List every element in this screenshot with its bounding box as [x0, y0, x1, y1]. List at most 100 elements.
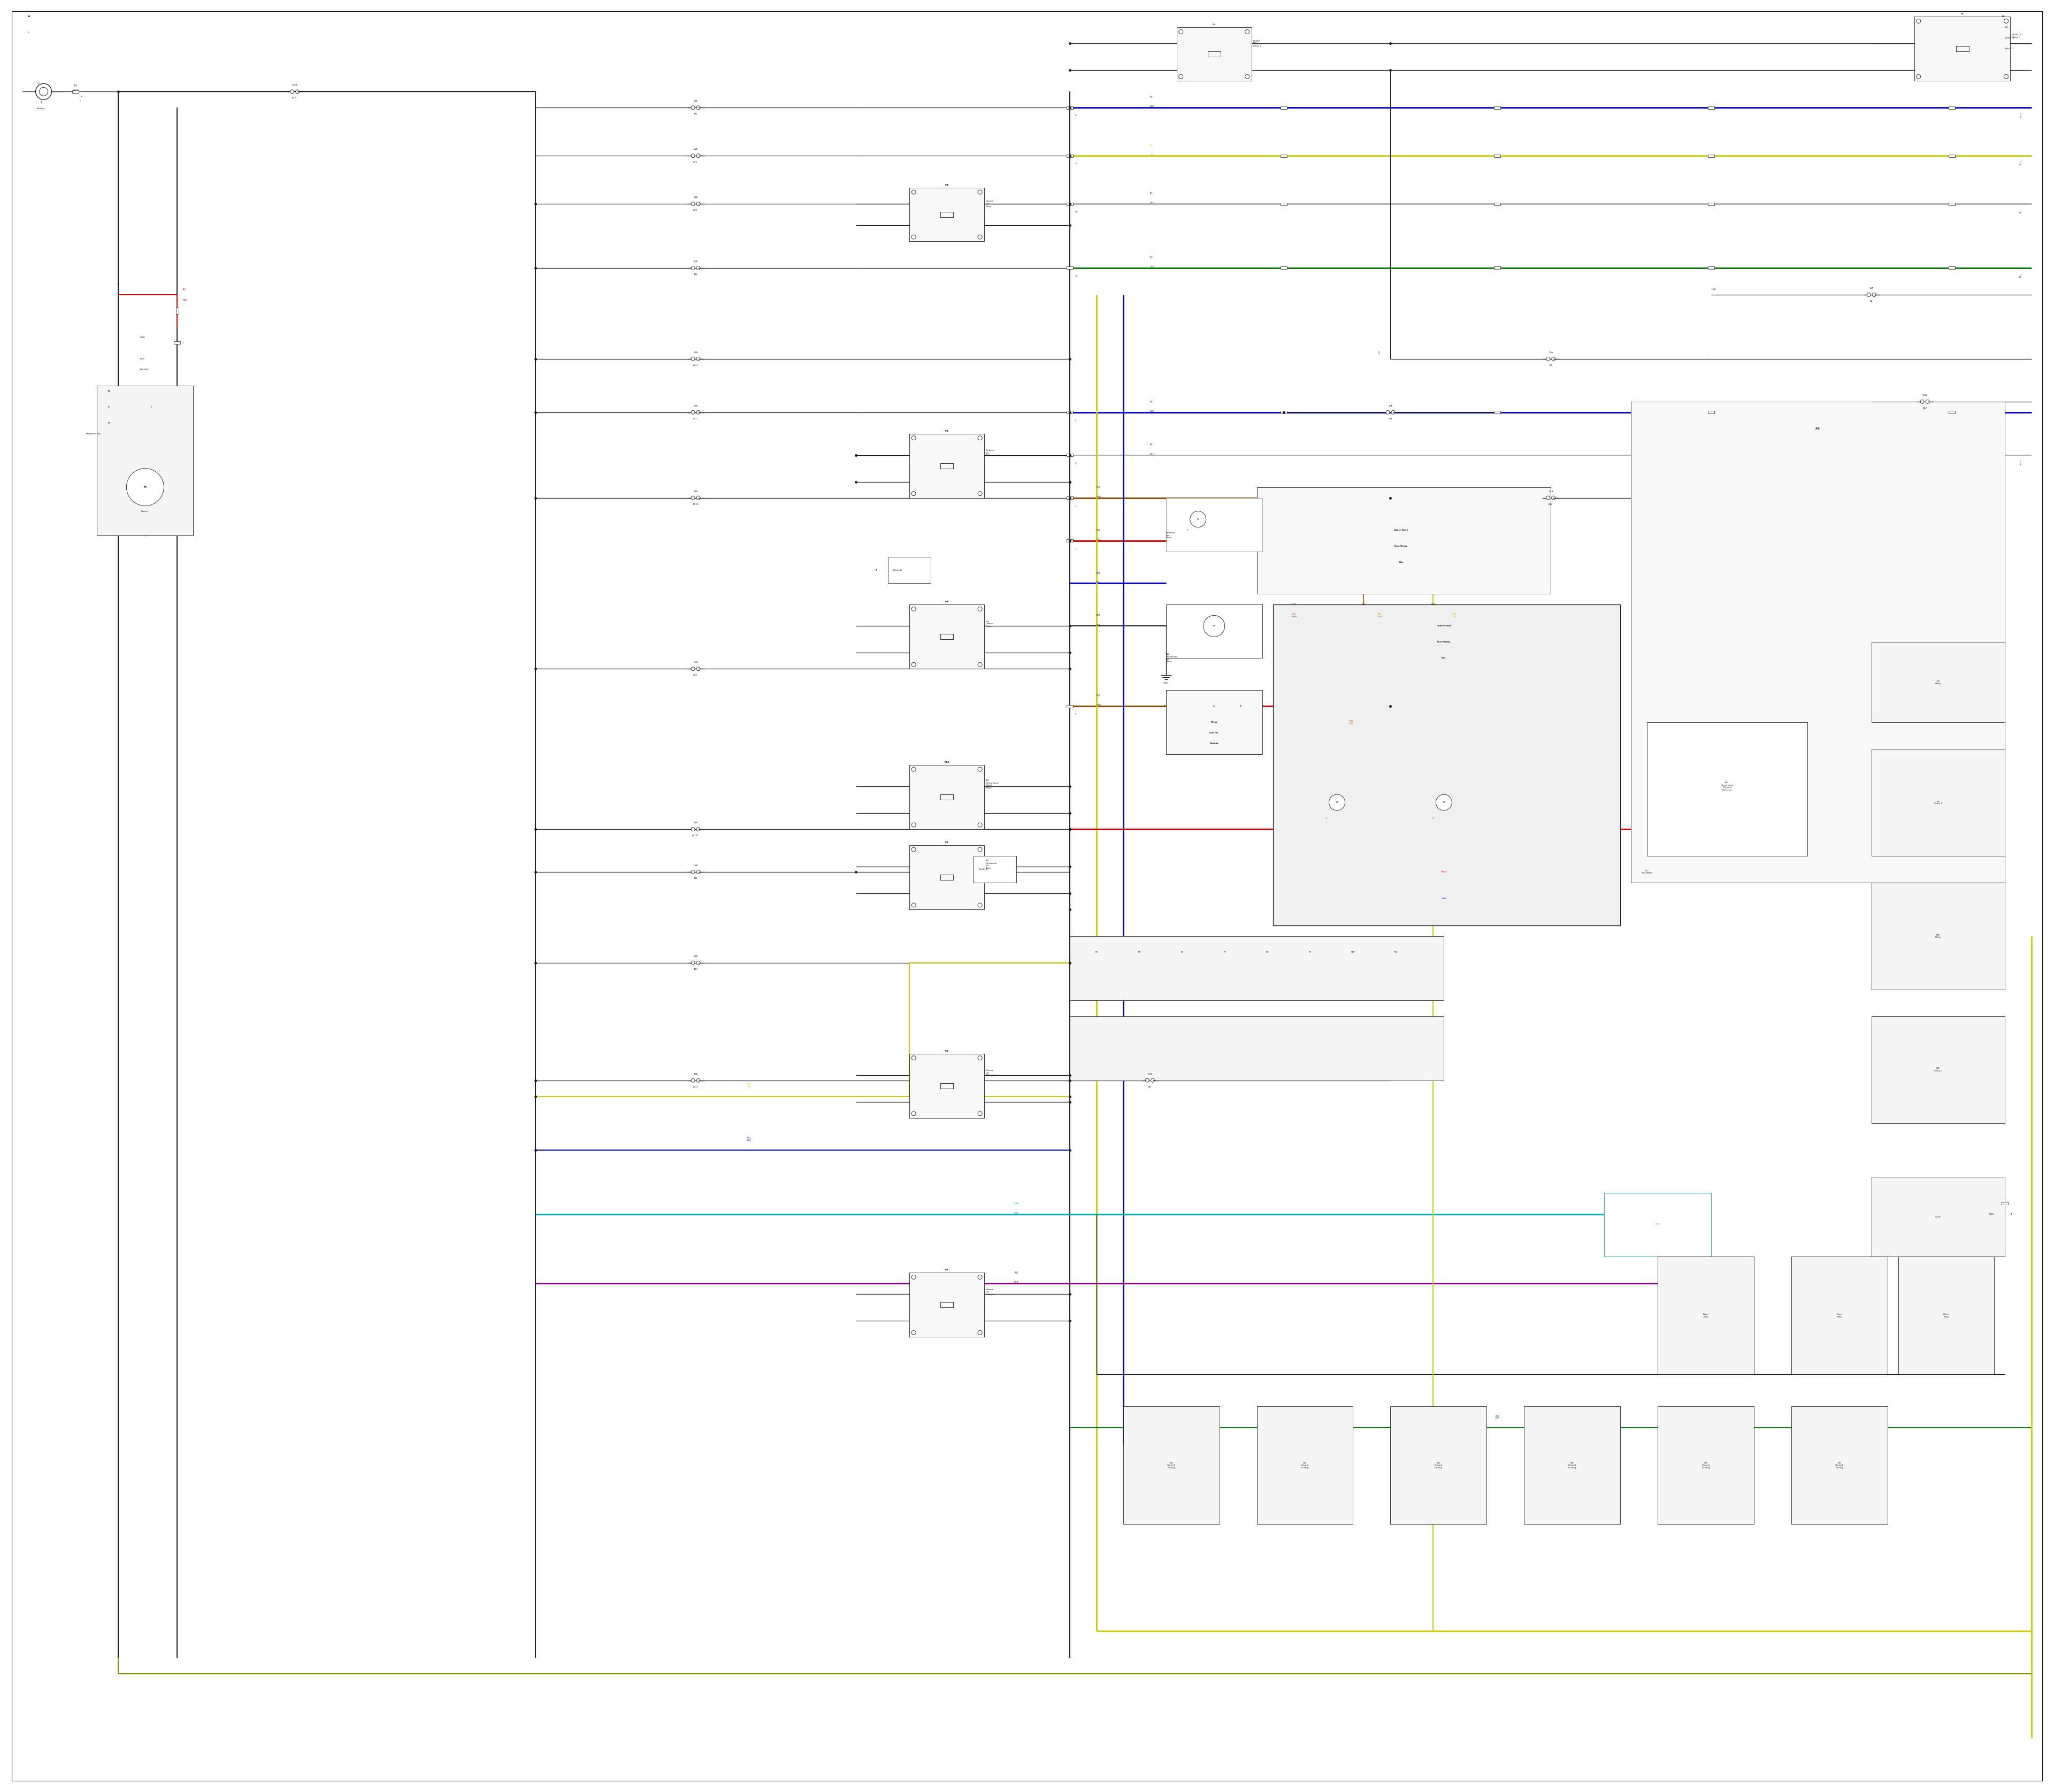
Bar: [1871, 1177, 2005, 1256]
Text: M5: M5: [945, 1269, 949, 1271]
Text: T4: T4: [107, 391, 111, 392]
Text: Drain
Plug: Drain Plug: [1943, 1314, 1949, 1317]
Bar: [1167, 498, 1261, 552]
Bar: [1280, 154, 1286, 158]
Text: [EJ]: [EJ]: [1150, 256, 1154, 258]
Bar: [1066, 267, 1072, 269]
Text: A22: A22: [694, 161, 698, 163]
Text: WHT: WHT: [74, 90, 78, 91]
Bar: [1791, 1407, 1888, 1523]
Text: Under-Dash: Under-Dash: [1395, 529, 1409, 530]
Circle shape: [690, 871, 694, 874]
Bar: [887, 557, 930, 584]
Text: 30A: 30A: [694, 1073, 698, 1075]
Bar: [1493, 267, 1501, 269]
Bar: [1066, 410, 1072, 414]
Text: 60A: 60A: [694, 351, 698, 353]
Text: RED: RED: [1442, 871, 1446, 873]
Bar: [1898, 1256, 1994, 1374]
Circle shape: [1204, 615, 1224, 636]
Circle shape: [696, 267, 700, 271]
Text: M: M: [144, 486, 146, 489]
Text: A5: A5: [1148, 1086, 1152, 1088]
Bar: [1871, 642, 2005, 722]
Text: [EI]: [EI]: [74, 84, 78, 86]
Text: M4: M4: [945, 185, 949, 186]
Circle shape: [978, 1111, 982, 1116]
Bar: [1647, 722, 1808, 857]
Text: C9: C9: [1362, 604, 1366, 606]
Bar: [1949, 202, 1955, 204]
Bar: [1707, 410, 1715, 414]
Bar: [1658, 1407, 1754, 1523]
Circle shape: [912, 491, 916, 496]
Text: 7.5A: 7.5A: [692, 864, 698, 867]
Text: P7: P7: [1224, 952, 1226, 953]
Circle shape: [978, 663, 982, 667]
Text: [EJ]: [EJ]: [1150, 401, 1154, 403]
Text: B31: B31: [1389, 418, 1393, 419]
Bar: [1871, 749, 2005, 857]
Text: W2
Ground
Pt Plug: W2 Ground Pt Plug: [1300, 1462, 1308, 1469]
Text: BRN: BRN: [1097, 496, 1101, 498]
Circle shape: [1329, 794, 1345, 810]
Bar: [1707, 267, 1715, 269]
Bar: [910, 434, 984, 498]
Bar: [910, 846, 984, 909]
Text: BLU: BLU: [1150, 106, 1154, 108]
Circle shape: [1547, 357, 1551, 360]
Circle shape: [912, 1274, 916, 1279]
Text: P5: P5: [1138, 952, 1140, 953]
Text: [EJ]: [EJ]: [1097, 529, 1101, 530]
Text: B2: B2: [1869, 299, 1873, 303]
Text: [EJ]: [EJ]: [1097, 615, 1101, 616]
Text: [EJ]: [EJ]: [1150, 97, 1154, 99]
Text: 7.5A: 7.5A: [1711, 289, 1715, 290]
Bar: [1066, 453, 1072, 457]
Bar: [1066, 496, 1072, 500]
Text: A2-1: A2-1: [692, 418, 698, 419]
Text: A2-11: A2-11: [692, 504, 698, 505]
Text: PGM-FI
Main
Relay 1: PGM-FI Main Relay 1: [1253, 39, 1261, 47]
Circle shape: [1551, 496, 1555, 500]
Bar: [1524, 1407, 1621, 1523]
Text: 15A: 15A: [694, 149, 698, 151]
Bar: [1070, 935, 1444, 1000]
Circle shape: [978, 435, 982, 441]
Circle shape: [696, 357, 700, 360]
Circle shape: [978, 903, 982, 907]
Circle shape: [912, 1111, 916, 1116]
Circle shape: [696, 828, 700, 831]
Circle shape: [978, 491, 982, 496]
Text: [EJ]: [EJ]: [183, 289, 187, 290]
Bar: [910, 1272, 984, 1337]
Bar: [1066, 704, 1072, 708]
Circle shape: [912, 663, 916, 667]
Bar: [175, 342, 181, 344]
Bar: [1871, 883, 2005, 989]
Text: A2-3: A2-3: [692, 364, 698, 366]
Text: A11: A11: [694, 878, 698, 880]
Text: (+): (+): [37, 82, 41, 84]
Text: 15A: 15A: [694, 260, 698, 263]
Text: [C47]: [C47]: [1013, 1202, 1019, 1204]
Text: A21: A21: [694, 113, 698, 115]
Circle shape: [696, 496, 700, 500]
Circle shape: [978, 607, 982, 611]
Text: Starter
Cut
Relay 2: Starter Cut Relay 2: [986, 1288, 994, 1296]
Text: G301: G301: [1163, 683, 1169, 685]
Text: RED: RED: [1097, 538, 1101, 541]
Text: D10: D10: [1432, 604, 1436, 606]
Bar: [1707, 202, 1715, 204]
Circle shape: [696, 410, 700, 414]
Text: [EJ]: [EJ]: [1150, 192, 1154, 194]
Text: [EJ]: [EJ]: [1150, 143, 1154, 147]
Bar: [1914, 16, 2011, 81]
Text: A25: A25: [694, 674, 698, 676]
Circle shape: [690, 267, 694, 271]
Text: M2: M2: [945, 1050, 949, 1052]
Text: P8: P8: [1265, 952, 1269, 953]
Text: 100A: 100A: [292, 84, 298, 86]
Circle shape: [1916, 75, 1920, 79]
Circle shape: [912, 607, 916, 611]
